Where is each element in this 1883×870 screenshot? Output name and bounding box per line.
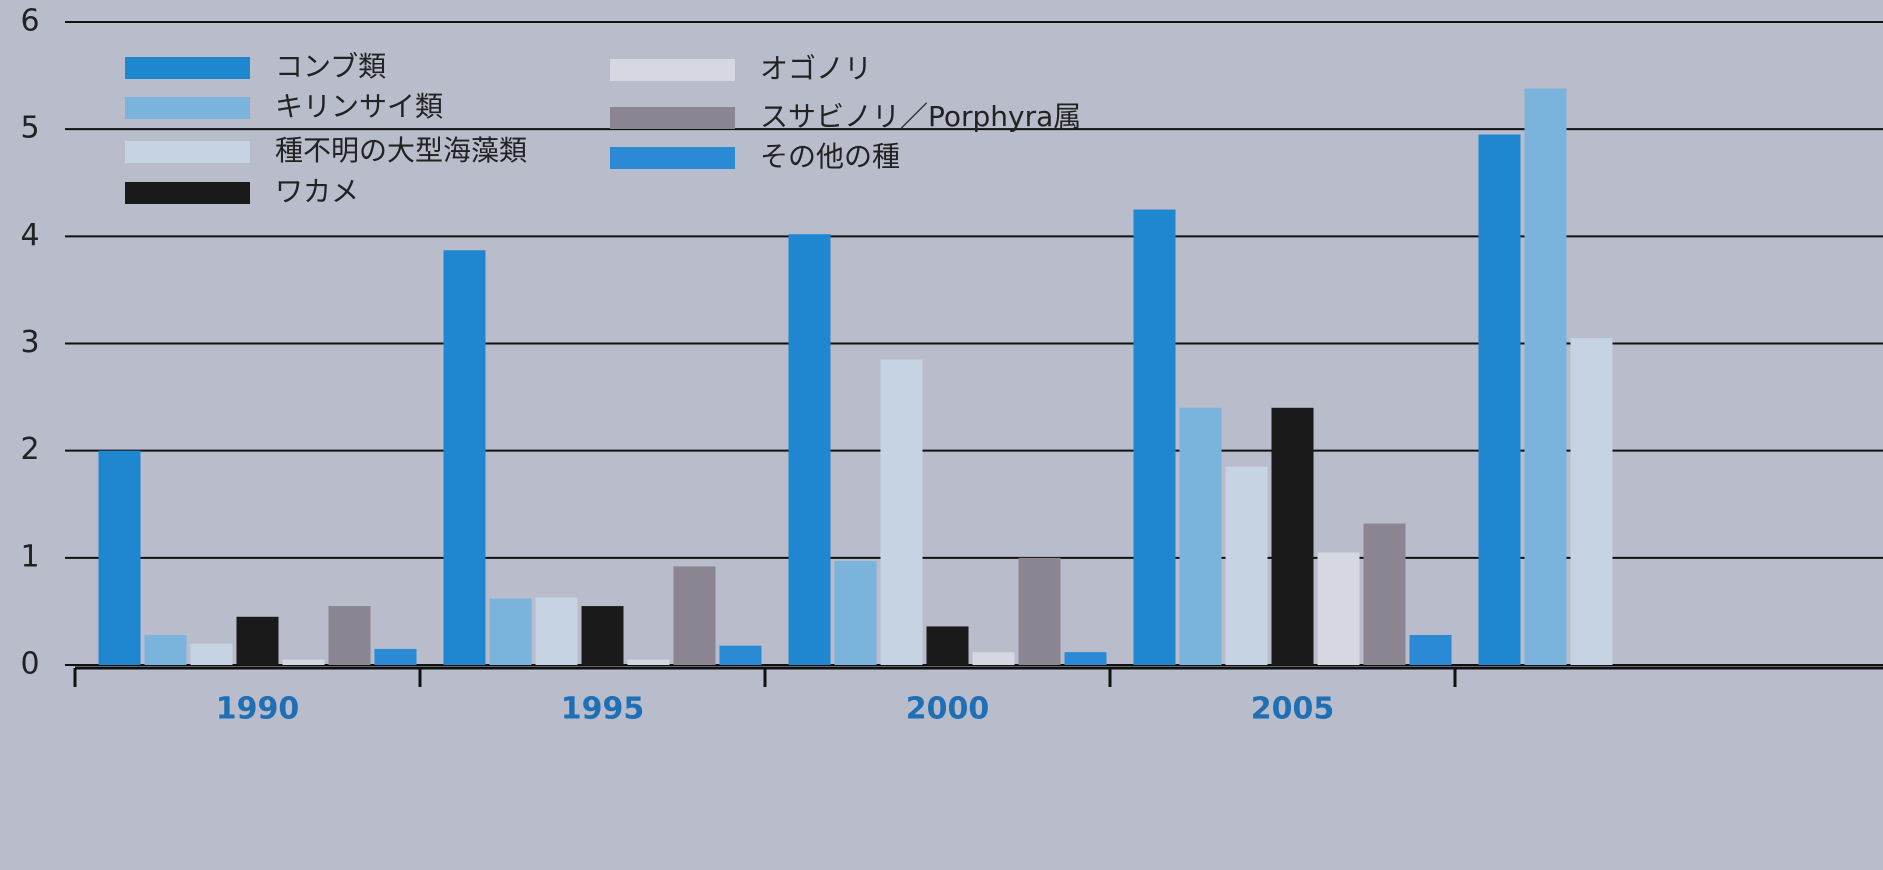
legend-swatch xyxy=(125,141,250,163)
bar xyxy=(190,643,233,665)
bar xyxy=(1133,209,1176,665)
bar xyxy=(1271,407,1314,665)
bar xyxy=(328,606,371,665)
bar xyxy=(1018,557,1061,665)
bar xyxy=(926,626,969,665)
legend-label: その他の種 xyxy=(760,140,900,173)
bar xyxy=(673,566,716,665)
bar xyxy=(627,659,670,665)
bar xyxy=(719,645,762,665)
y-tick-label: 5 xyxy=(20,111,39,146)
legend-swatch xyxy=(610,147,735,169)
bar xyxy=(972,652,1015,665)
legend-label: 種不明の大型海藻類 xyxy=(275,134,527,167)
bar xyxy=(1363,523,1406,665)
y-tick-label: 1 xyxy=(20,539,39,574)
legend-swatch xyxy=(125,57,250,79)
bar xyxy=(236,616,279,665)
bar xyxy=(144,634,187,665)
y-tick-label: 6 xyxy=(20,4,39,39)
legend-swatch xyxy=(610,107,735,129)
bar xyxy=(1179,407,1222,665)
bar xyxy=(788,234,831,665)
legend-swatch xyxy=(125,97,250,119)
bar xyxy=(1524,88,1567,665)
legend-label: コンブ類 xyxy=(275,50,386,83)
bar xyxy=(1478,134,1521,665)
bar xyxy=(834,561,877,665)
bar xyxy=(489,598,532,665)
y-tick-label: 3 xyxy=(20,325,39,360)
bar xyxy=(282,659,325,665)
bar xyxy=(1317,552,1360,665)
bar xyxy=(1409,634,1452,665)
bar xyxy=(1570,338,1613,665)
y-tick-label: 2 xyxy=(20,432,39,467)
bar xyxy=(1064,652,1107,665)
y-tick-label: 0 xyxy=(20,647,39,682)
legend-label: スサビノリ／Porphyra属 xyxy=(760,100,1081,133)
bar xyxy=(581,606,624,665)
x-tick-label: 1995 xyxy=(561,692,645,727)
legend-label: キリンサイ類 xyxy=(275,90,443,123)
x-tick-label: 1990 xyxy=(216,692,300,727)
bar xyxy=(98,450,141,665)
bar xyxy=(443,250,486,665)
bar xyxy=(374,648,417,665)
legend-swatch xyxy=(610,59,735,81)
legend-label: オゴノリ xyxy=(760,52,872,85)
y-tick-label: 4 xyxy=(20,218,39,253)
legend-label: ワカメ xyxy=(275,175,359,208)
x-tick-label: 2005 xyxy=(1251,692,1335,727)
bar xyxy=(880,359,923,665)
legend-swatch xyxy=(125,182,250,204)
bar xyxy=(1225,466,1268,665)
bar xyxy=(535,597,578,665)
x-tick-label: 2000 xyxy=(906,692,990,727)
